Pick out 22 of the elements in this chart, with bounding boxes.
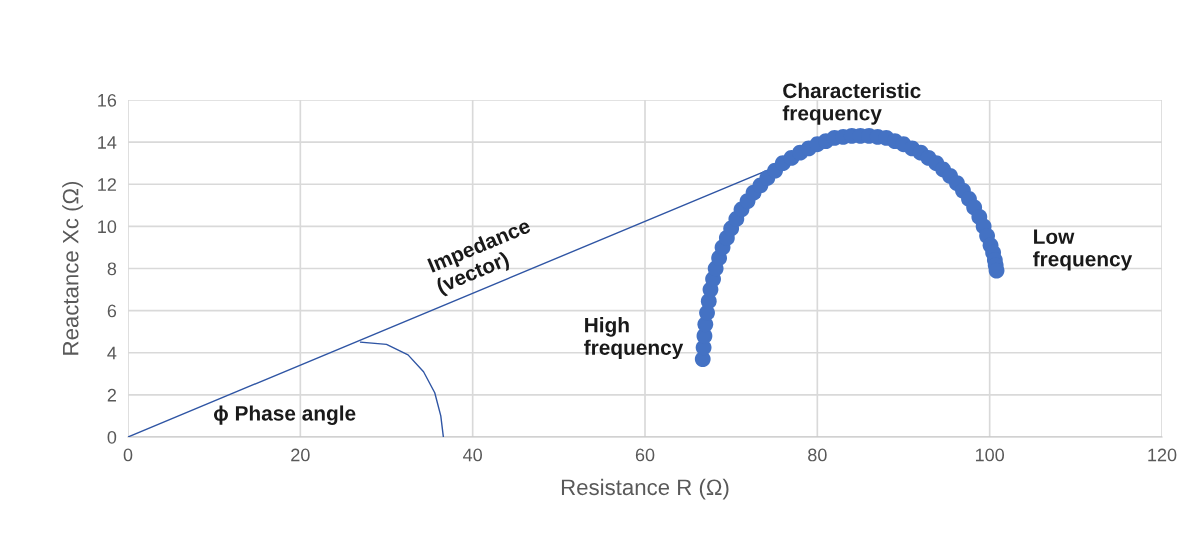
- y-tick-label: 16: [98, 93, 117, 107]
- y-tick-label: 12: [98, 178, 116, 191]
- y-tick-label: 0: [107, 430, 117, 444]
- y-tick-label: 4: [107, 346, 117, 360]
- annotation: High frequency: [584, 317, 684, 360]
- x-tick-label: 40: [463, 448, 482, 462]
- x-tick-label: 20: [291, 448, 310, 462]
- x-tick-label: 100: [975, 448, 1005, 462]
- y-tick-label: 14: [98, 136, 117, 149]
- annotation: ϕ Phase angle: [213, 405, 356, 425]
- annotation: Characteristic frequency: [782, 82, 921, 125]
- y-tick-label: 6: [107, 304, 117, 318]
- annotation: Low frequency: [1033, 229, 1133, 271]
- x-tick-label: 80: [808, 448, 827, 462]
- x-axis-title: Resistance R (Ω): [561, 478, 729, 500]
- y-axis-title: Reactance Xc (Ω): [62, 181, 83, 355]
- y-tick-label: 10: [98, 220, 117, 234]
- x-tick-label: 0: [123, 448, 133, 462]
- x-tick-label: 60: [635, 448, 655, 462]
- y-tick-label: 2: [107, 388, 116, 402]
- x-tick-label: 120: [1148, 448, 1177, 462]
- y-tick-label: 8: [107, 262, 117, 276]
